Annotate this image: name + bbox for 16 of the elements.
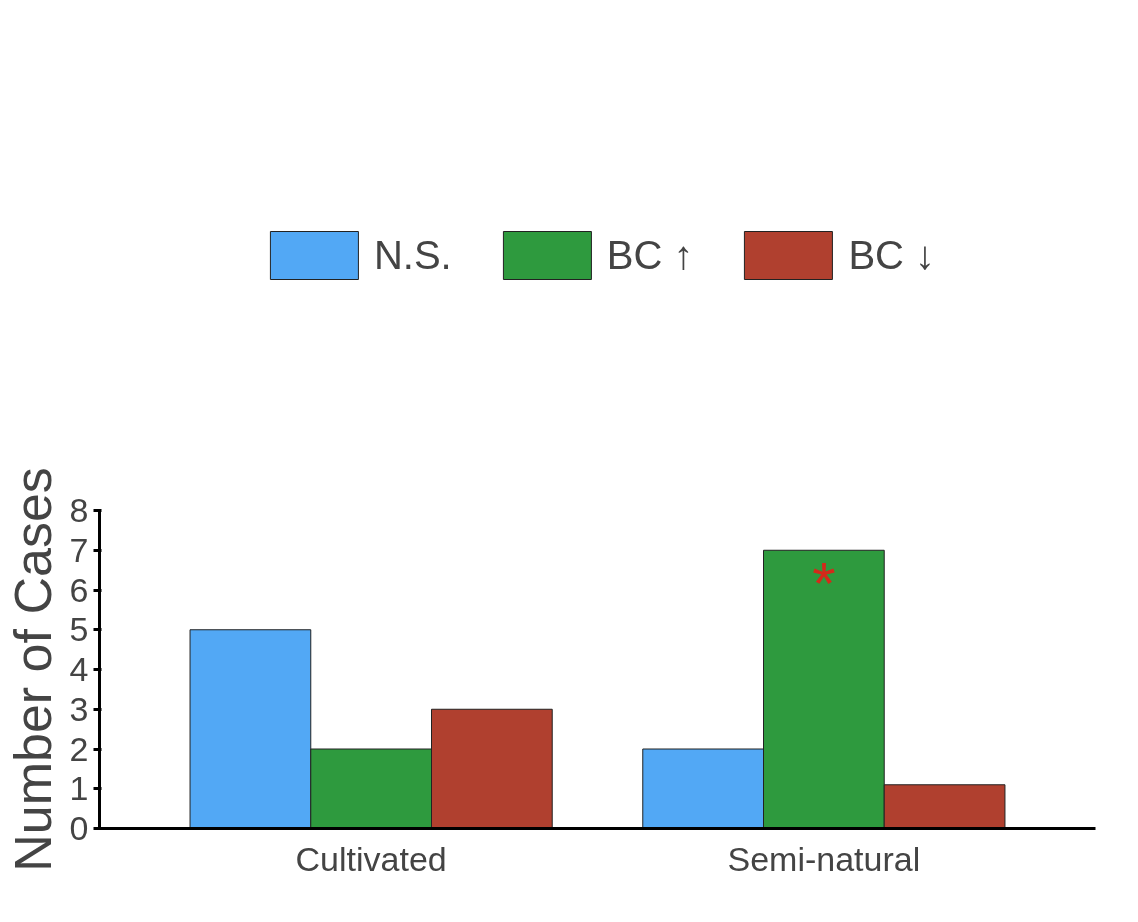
y-axis-title: Number of Cases xyxy=(3,467,62,872)
y-tick-label: 8 xyxy=(69,491,89,529)
y-tick-label: 3 xyxy=(69,689,89,728)
y-tick-label: 5 xyxy=(69,610,89,649)
y-tick-label: 1 xyxy=(69,769,89,808)
y-tick-label: 7 xyxy=(69,530,89,569)
y-tick-label: 2 xyxy=(69,729,89,768)
legend-label: BC ↓ xyxy=(848,232,936,278)
x-tick-label: Semi-natural xyxy=(727,839,921,878)
legend-label: BC ↑ xyxy=(606,232,694,278)
legend-label: N.S. xyxy=(373,232,452,278)
y-tick-label: 4 xyxy=(69,650,89,688)
y-tick-label: 0 xyxy=(69,809,89,847)
y-tick-label: 6 xyxy=(69,570,89,609)
x-tick-label: Cultivated xyxy=(295,839,447,878)
annotation: * xyxy=(812,550,836,618)
